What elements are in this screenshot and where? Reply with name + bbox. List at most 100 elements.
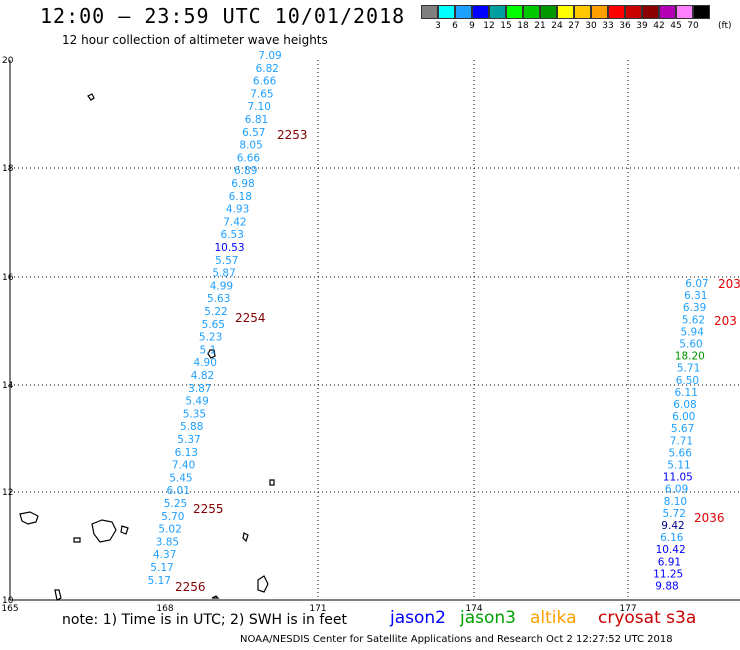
pass-time-label: 203	[718, 277, 740, 291]
lat-tick-label: 14	[2, 381, 14, 391]
swh-value: 6.81	[245, 114, 268, 126]
colorbar-label: 30	[585, 21, 597, 31]
legend-altika: altika	[530, 608, 577, 628]
swh-value: 6.91	[658, 556, 681, 568]
colorbar-swatch	[642, 5, 659, 19]
island-outline	[19, 511, 39, 525]
swh-value: 11.05	[663, 472, 693, 484]
swh-value: 9.42	[661, 520, 684, 532]
swh-value: 6.89	[234, 165, 257, 177]
colorbar-label: 27	[568, 21, 580, 31]
swh-value: 4.82	[191, 370, 214, 382]
colorbar-swatch	[557, 5, 574, 19]
colorbar-swatch	[421, 5, 438, 19]
swh-value: 7.71	[670, 435, 693, 447]
swh-value: 7.09	[258, 50, 281, 62]
lon-tick-label: 171	[309, 604, 326, 614]
colorbar-swatch	[540, 5, 557, 19]
swh-value: 5.23	[199, 332, 222, 344]
swh-value: 5.02	[158, 524, 181, 536]
swh-value: 6.01	[167, 485, 190, 497]
colorbar-swatch	[625, 5, 642, 19]
lat-tick-label: 10	[2, 596, 14, 606]
lon-tick-label: 168	[156, 604, 173, 614]
map-title: 12:00 – 23:59 UTC 10/01/2018	[40, 4, 406, 28]
swh-value: 6.07	[685, 278, 708, 290]
island-outline	[269, 479, 275, 486]
swh-value: 5.66	[669, 447, 693, 459]
colorbar-swatch	[591, 5, 608, 19]
swh-value: 10.42	[656, 544, 686, 556]
colorbar-swatch	[693, 5, 710, 19]
swh-value: 6.39	[683, 302, 706, 314]
colorbar-swatch	[659, 5, 676, 19]
swh-value: 8.05	[239, 140, 262, 152]
swh-value: 5.63	[207, 293, 230, 305]
swh-value: 4.99	[210, 280, 233, 292]
wave-height-colorbar	[421, 5, 710, 19]
colorbar-swatch	[608, 5, 625, 19]
colorbar-label: 70	[687, 21, 699, 31]
lat-tick-label: 20	[2, 56, 14, 66]
lat-tick-label: 12	[2, 488, 13, 498]
island-outline	[120, 525, 129, 535]
swh-value: 6.57	[242, 127, 265, 139]
swh-value: 18.20	[675, 351, 705, 363]
colorbar-labels: 3 6 9 12 15 18 21 24 27 30 33 36 39 42 45 70	[421, 21, 740, 33]
colorbar-swatch	[506, 5, 523, 19]
lon-tick-label: 165	[1, 604, 18, 614]
colorbar-swatch	[438, 5, 455, 19]
colorbar-label: 9	[469, 21, 475, 31]
swh-value: 5.17	[148, 575, 171, 587]
swh-value: 7.40	[172, 460, 195, 472]
swh-value: 7.65	[250, 88, 273, 100]
swh-value: 6.98	[231, 178, 254, 190]
lat-tick-label: 18	[2, 164, 14, 174]
colorbar-label: 24	[551, 21, 563, 31]
swh-value: 4.90	[194, 357, 217, 369]
swh-value: 11.25	[653, 568, 683, 580]
pass-time-label: 2253	[277, 128, 308, 142]
swh-value: 5.88	[180, 421, 203, 433]
swh-value: 6.53	[221, 229, 244, 241]
swh-value: 5.11	[667, 460, 690, 472]
note-text: note: 1) Time is in UTC; 2) SWH is in fe…	[62, 612, 348, 628]
island-outline	[87, 93, 95, 101]
swh-value: 4.37	[153, 549, 176, 561]
swh-value: 5.1	[200, 344, 217, 356]
island-outline	[91, 519, 117, 543]
island-outline	[257, 575, 269, 593]
swh-value: 5.45	[169, 472, 192, 484]
swh-value: 5.57	[215, 255, 238, 267]
island-outline	[73, 537, 81, 543]
lon-tick-label: 174	[465, 604, 482, 614]
pass-time-label: 2036	[694, 511, 725, 525]
swh-value: 5.67	[671, 423, 694, 435]
swh-value: 5.94	[681, 326, 705, 338]
swh-value: 6.00	[672, 411, 695, 423]
lat-tick-label: 16	[2, 273, 14, 283]
colorbar-label: 45	[670, 21, 682, 31]
pass-time-label: 2254	[235, 311, 266, 325]
swh-value: 7.10	[248, 101, 271, 113]
colorbar-label: 42	[653, 21, 665, 31]
colorbar-label: 3	[435, 21, 441, 31]
swh-value: 9.88	[655, 581, 678, 593]
colorbar-swatch	[472, 5, 489, 19]
swh-value: 10.53	[214, 242, 244, 254]
colorbar-label: 21	[534, 21, 546, 31]
legend-cryosat-s3a: cryosat s3a	[598, 608, 697, 628]
colorbar-swatch	[676, 5, 693, 19]
swh-value: 5.65	[202, 319, 225, 331]
pass-time-label: 2255	[193, 502, 224, 516]
swh-value: 5.35	[183, 408, 206, 420]
swh-value: 5.37	[177, 434, 200, 446]
swh-value: 5.22	[204, 306, 227, 318]
colorbar-swatch	[455, 5, 472, 19]
swh-value: 3.85	[156, 536, 179, 548]
swh-value: 6.66	[237, 152, 261, 164]
footer-credit: NOAA/NESDIS Center for Satellite Applica…	[240, 634, 673, 645]
pass-time-label: 203	[714, 314, 737, 328]
colorbar-swatch	[523, 5, 540, 19]
